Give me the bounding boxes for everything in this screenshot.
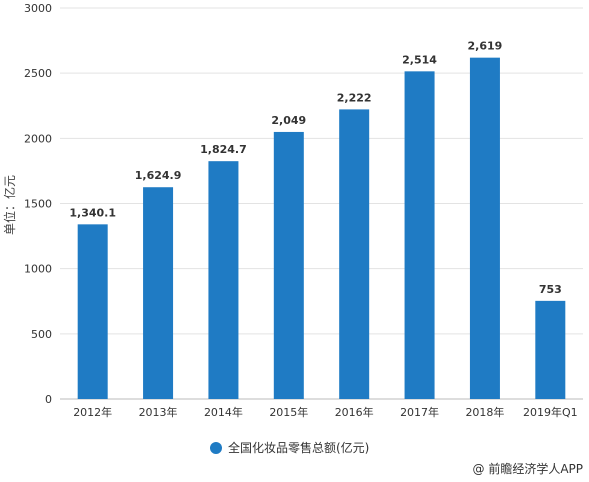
grid-lines (60, 7, 583, 400)
legend: 全国化妆品零售总额(亿元) (210, 440, 369, 455)
bar (273, 131, 304, 399)
y-tick-label: 2500 (24, 67, 52, 80)
x-tick-label: 2016年 (335, 405, 374, 419)
y-tick-label: 1500 (24, 198, 52, 211)
data-label: 1,340.1 (69, 206, 116, 219)
y-axis-title: 单位：亿元 (2, 175, 17, 235)
x-tick-label: 2014年 (204, 405, 243, 419)
bars (77, 57, 566, 400)
x-axis-ticks: 2012年 2013年 2014年 2015年 2016年 2017年 2018年 2019年… (73, 405, 577, 419)
legend-label: 全国化妆品零售总额(亿元) (228, 440, 369, 455)
data-labels: 1,340.1 1,624.9 1,824.7 2,049 2,222 2,514 2,61… (69, 40, 561, 296)
bar (404, 71, 435, 399)
data-label: 2,619 (468, 40, 503, 53)
data-label: 1,824.7 (200, 143, 247, 156)
bar (469, 57, 500, 399)
y-tick-label: 500 (31, 328, 52, 341)
x-tick-label: 2017年 (400, 405, 439, 419)
data-label: 2,049 (271, 114, 306, 127)
data-label: 2,514 (402, 53, 437, 66)
y-tick-label: 0 (45, 393, 52, 406)
x-tick-label: 2013年 (139, 405, 178, 419)
x-tick-label: 2012年 (73, 405, 112, 419)
bar (339, 109, 370, 400)
bar (208, 161, 239, 399)
y-tick-label: 3000 (24, 2, 52, 15)
x-tick-label: 2019年Q1 (523, 405, 578, 419)
bar (77, 224, 108, 399)
x-tick-label: 2015年 (269, 405, 308, 419)
data-label: 2,222 (337, 91, 372, 104)
y-axis-ticks: 0 500 1000 1500 2000 2500 3000 (24, 2, 52, 406)
source-credit: @ 前瞻经济学人APP (473, 461, 584, 476)
bar (535, 300, 566, 399)
bar (143, 187, 174, 399)
y-tick-label: 1000 (24, 263, 52, 276)
y-tick-label: 2000 (24, 132, 52, 145)
legend-marker (210, 442, 222, 454)
data-label: 753 (539, 283, 562, 296)
x-tick-label: 2018年 (465, 405, 504, 419)
data-label: 1,624.9 (135, 169, 182, 182)
